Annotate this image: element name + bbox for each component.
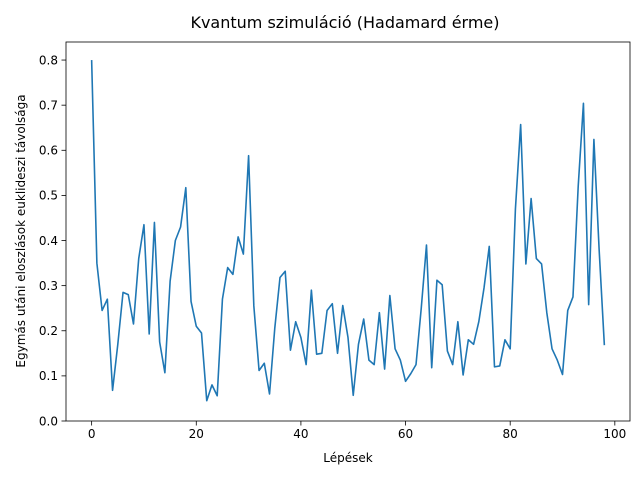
plot-frame: [65, 41, 631, 422]
y-axis-label: Egymás utáni eloszlások euklideszi távol…: [14, 94, 28, 367]
x-tick-label: 0: [88, 427, 96, 441]
y-tick-label: 0.3: [39, 279, 58, 293]
x-tick-label: 20: [189, 427, 204, 441]
x-tick-label: 80: [503, 427, 518, 441]
y-tick-label: 0.6: [39, 144, 58, 158]
y-tick-label: 0.4: [39, 234, 58, 248]
x-tick-label: 100: [603, 427, 626, 441]
y-tick-label: 0.0: [39, 414, 58, 428]
y-tick-label: 0.8: [39, 53, 58, 67]
chart-title: Kvantum szimuláció (Hadamard érme): [190, 13, 499, 32]
y-tick-label: 0.2: [39, 324, 58, 338]
y-tick-label: 0.5: [39, 189, 58, 203]
y-tick-label: 0.1: [39, 369, 58, 383]
series-line: [90, 60, 606, 402]
plot-area: 0 20 40 60 80 100 0.0 0.1 0.2 0.3 0.4 0.5 0.6 0.7 0.8: [39, 41, 631, 441]
x-axis-label: Lépések: [323, 451, 372, 465]
x-tick-label: 40: [293, 427, 308, 441]
x-tick-label: 60: [398, 427, 413, 441]
y-axis-ticks: 0.0 0.1 0.2 0.3 0.4 0.5 0.6 0.7 0.8: [39, 53, 66, 428]
x-axis-ticks: 0 20 40 60 80 100: [88, 421, 626, 441]
y-tick-label: 0.7: [39, 98, 58, 112]
